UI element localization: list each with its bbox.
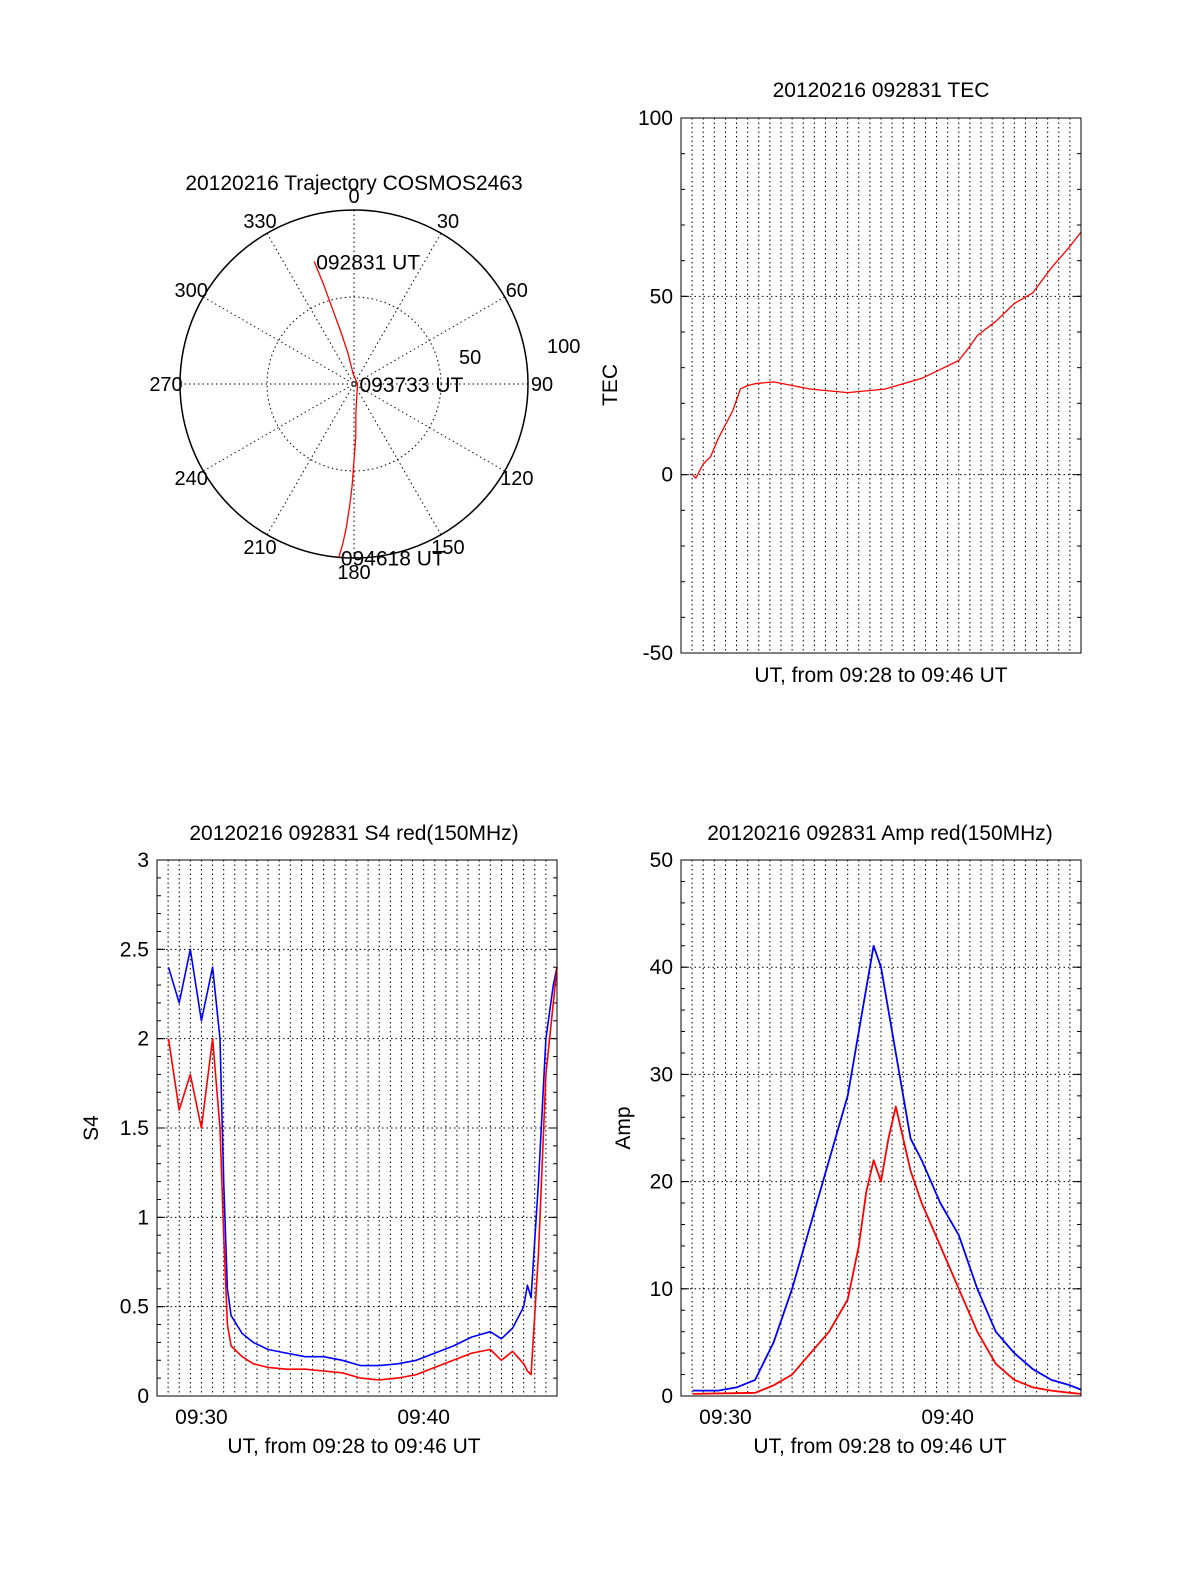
trajectory-angle-labels: 0 30 60 90 120 150 180 210 240 270 300 330 (149, 186, 553, 584)
s4-series-red (167, 967, 558, 1381)
amp-ytick-label: 20 (650, 1171, 673, 1194)
amp-series-red (692, 1105, 1082, 1395)
s4-xtick-label: 09:40 (397, 1406, 450, 1429)
s4-title: 20120216 092831 S4 red(150MHz) (189, 822, 518, 845)
amp-grid (681, 859, 1081, 1397)
trajectory-title: 20120216 Trajectory COSMOS2463 (185, 172, 522, 195)
trajectory-angle-label: 120 (500, 468, 533, 490)
s4-series (167, 948, 558, 1381)
trajectory-angle-label: 0 (348, 186, 359, 208)
tec-xlabel: UT, from 09:28 to 09:46 UT (754, 664, 1007, 687)
trajectory-angle-label: 210 (243, 537, 276, 559)
s4-ytick-label: 3 (137, 849, 149, 872)
s4-ytick-label: 0 (137, 1385, 149, 1408)
trajectory-series (313, 261, 359, 558)
amp-ytick-label: 30 (650, 1063, 673, 1086)
trajectory-time-label: 093733 UT (359, 374, 463, 397)
s4-ytick-label: 2.5 (120, 938, 149, 961)
tec-ylabel: TEC (599, 364, 622, 406)
trajectory-angle-label: 180 (337, 562, 370, 584)
trajectory-angle-label: 90 (531, 374, 553, 396)
s4-xtick-label: 09:30 (175, 1406, 228, 1429)
s4-ytick-label: 0.5 (120, 1296, 149, 1319)
s4-ytick-label: 1 (137, 1206, 149, 1229)
trajectory-panel: 20120216 Trajectory COSMOS2463 0 30 60 90 12… (149, 172, 580, 584)
trajectory-angle-label: 150 (431, 537, 464, 559)
amp-series-blue (692, 944, 1082, 1392)
tec-title: 20120216 092831 TEC (773, 79, 990, 102)
trajectory-angle-label: 240 (174, 468, 207, 490)
trajectory-angle-label: 330 (243, 211, 276, 233)
trajectory-time-label: 094618 UT (341, 547, 445, 570)
s4-grid (157, 859, 557, 1397)
amp-xtick-label: 09:30 (699, 1406, 752, 1429)
amp-series (692, 944, 1082, 1395)
trajectory-path (313, 261, 359, 558)
s4-ytick-label: 2 (137, 1028, 149, 1051)
amp-title: 20120216 092831 Amp red(150MHz) (707, 822, 1053, 845)
trajectory-grid (179, 209, 529, 559)
s4-ylabel: S4 (80, 1115, 103, 1141)
amp-ylabel: Amp (612, 1106, 635, 1149)
amp-ytick-label: 0 (661, 1385, 673, 1408)
tec-axes-frame (680, 117, 1082, 654)
tec-series (692, 231, 1082, 479)
amp-tick-labels: 50 40 30 20 10 0 09:30 09:40 (650, 849, 974, 1429)
amp-xlabel: UT, from 09:28 to 09:46 UT (753, 1435, 1006, 1458)
trajectory-radius-label-50: 50 (459, 347, 481, 369)
tec-panel: 20120216 092831 TEC 100 50 0 -50 UT, from 0… (599, 79, 1082, 687)
s4-panel: 20120216 092831 S4 red(150MHz) 3 2.5 2 1.5 1… (80, 822, 558, 1458)
trajectory-radius-label-100: 100 (547, 336, 580, 358)
amp-panel: 20120216 092831 Amp red(150MHz) 50 40 30 20… (612, 822, 1082, 1458)
s4-tick-labels: 3 2.5 2 1.5 1 0.5 0 09:30 09:40 (120, 849, 450, 1429)
s4-axes-frame (156, 859, 558, 1397)
tec-series-red (692, 231, 1082, 479)
s4-xlabel: UT, from 09:28 to 09:46 UT (227, 1435, 480, 1458)
tec-ytick-label: 100 (638, 107, 673, 130)
trajectory-annotations: 092831 UT 093733 UT 094618 UT (316, 252, 463, 571)
trajectory-angle-label: 270 (149, 374, 182, 396)
trajectory-angle-label: 300 (174, 280, 207, 302)
amp-ytick-label: 50 (650, 849, 673, 872)
trajectory-angle-label: 30 (437, 211, 459, 233)
tec-ytick-label: 50 (650, 285, 673, 308)
s4-series-blue (167, 948, 558, 1367)
tec-ytick-label: -50 (643, 642, 673, 665)
amp-ytick-label: 40 (650, 956, 673, 979)
amp-axes-frame (680, 859, 1082, 1397)
trajectory-angle-label: 60 (506, 280, 528, 302)
trajectory-time-label: 092831 UT (316, 252, 420, 275)
tec-ytick-label: 0 (661, 464, 673, 487)
amp-xtick-label: 09:40 (921, 1406, 974, 1429)
amp-ytick-label: 10 (650, 1278, 673, 1301)
tec-grid (681, 117, 1081, 654)
s4-ytick-label: 1.5 (120, 1117, 149, 1140)
tec-tick-labels: 100 50 0 -50 (638, 107, 673, 665)
